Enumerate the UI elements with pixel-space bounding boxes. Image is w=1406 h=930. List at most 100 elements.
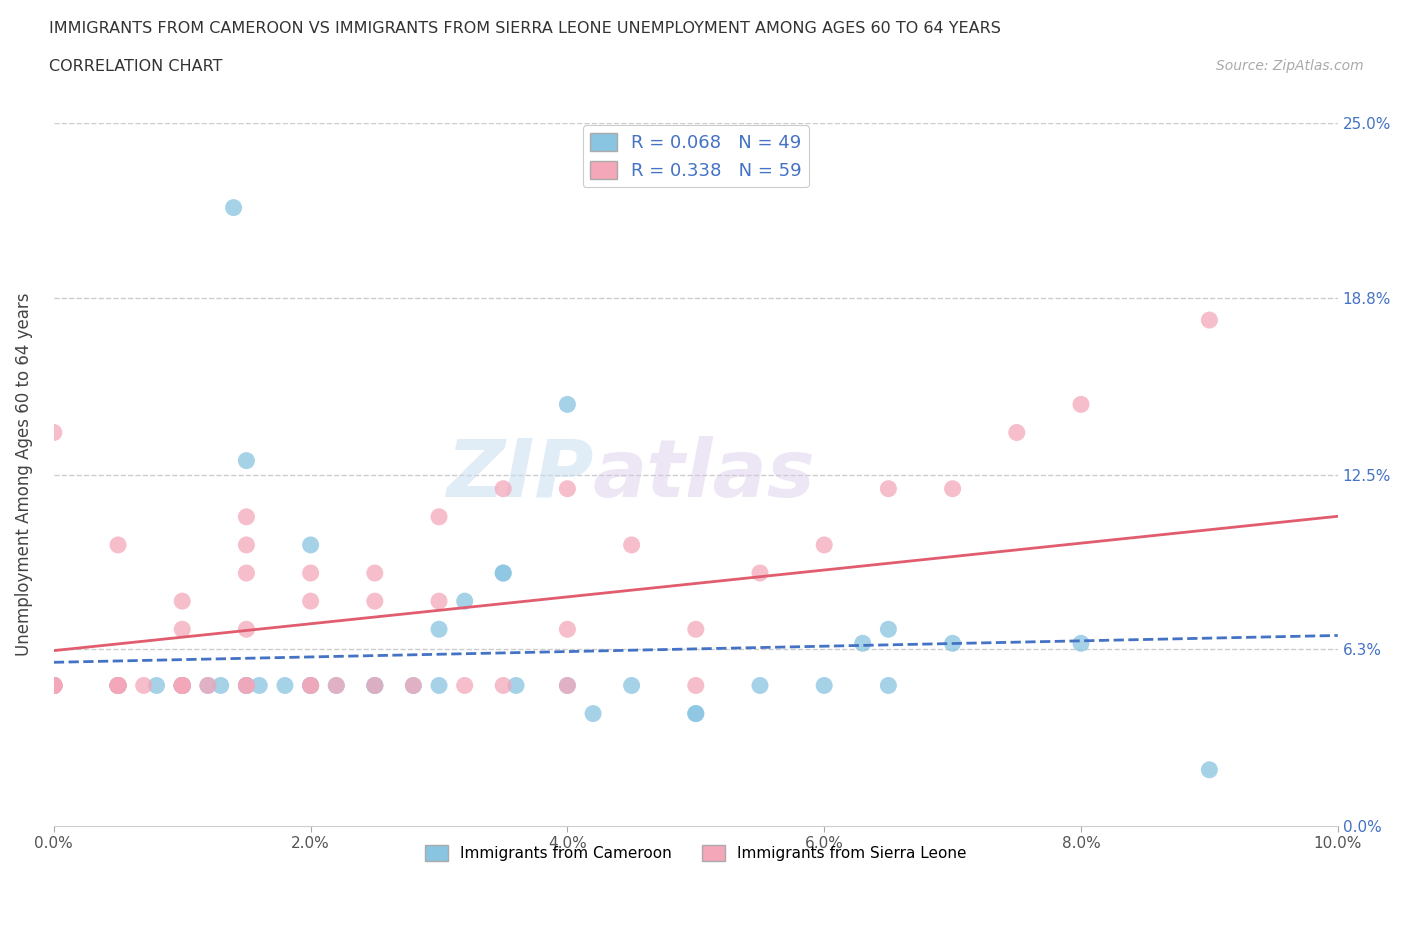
Point (235, 453, 257, 468)
Point (42, 678, 65, 693)
Text: ZIP: ZIP (446, 435, 593, 513)
Point (492, 565, 515, 580)
Point (172, 678, 194, 693)
Point (235, 538, 257, 552)
Point (132, 678, 155, 693)
Point (492, 678, 515, 693)
Point (877, 678, 900, 693)
Point (235, 678, 257, 693)
Point (813, 678, 835, 693)
Point (274, 678, 297, 693)
Point (42, 678, 65, 693)
Point (685, 622, 707, 637)
Point (172, 678, 194, 693)
Point (325, 678, 347, 693)
Point (813, 538, 835, 552)
Text: CORRELATION CHART: CORRELATION CHART (49, 59, 222, 73)
Point (364, 678, 387, 693)
Point (505, 678, 527, 693)
Point (299, 593, 322, 608)
Point (299, 678, 322, 693)
Point (427, 593, 450, 608)
Point (107, 678, 129, 693)
Text: Source: ZipAtlas.com: Source: ZipAtlas.com (1216, 59, 1364, 73)
Point (492, 481, 515, 496)
Point (427, 678, 450, 693)
Point (877, 622, 900, 637)
Point (402, 678, 425, 693)
Point (235, 622, 257, 637)
Point (364, 565, 387, 580)
Point (42, 678, 65, 693)
Point (172, 678, 194, 693)
Point (299, 565, 322, 580)
Point (325, 678, 347, 693)
Point (1070, 397, 1092, 412)
Point (42, 678, 65, 693)
Point (299, 678, 322, 693)
Point (685, 678, 707, 693)
Point (235, 678, 257, 693)
Point (427, 622, 450, 637)
Point (172, 678, 194, 693)
Point (42, 425, 65, 440)
Point (364, 593, 387, 608)
Point (557, 678, 579, 693)
Point (942, 636, 965, 651)
Point (852, 636, 875, 651)
Point (299, 538, 322, 552)
Point (299, 678, 322, 693)
Point (107, 678, 129, 693)
Point (42, 678, 65, 693)
Point (42, 678, 65, 693)
Point (172, 678, 194, 693)
Point (942, 481, 965, 496)
Point (557, 622, 579, 637)
Point (557, 678, 579, 693)
Point (107, 678, 129, 693)
Point (454, 678, 477, 693)
Point (197, 678, 219, 693)
Point (557, 397, 579, 412)
Point (364, 678, 387, 693)
Point (557, 481, 579, 496)
Point (172, 678, 194, 693)
Point (172, 622, 194, 637)
Point (1005, 425, 1028, 440)
Point (749, 565, 772, 580)
Point (42, 678, 65, 693)
Point (197, 678, 219, 693)
Y-axis label: Unemployment Among Ages 60 to 64 years: Unemployment Among Ages 60 to 64 years (15, 293, 32, 657)
Point (1198, 312, 1220, 327)
Point (749, 678, 772, 693)
Point (172, 678, 194, 693)
Point (685, 706, 707, 721)
Point (454, 593, 477, 608)
Point (209, 678, 232, 693)
Point (299, 678, 322, 693)
Point (222, 200, 245, 215)
Point (107, 678, 129, 693)
Point (172, 678, 194, 693)
Point (685, 706, 707, 721)
Point (620, 538, 643, 552)
Point (172, 678, 194, 693)
Point (1198, 763, 1220, 777)
Point (235, 510, 257, 525)
Legend: Immigrants from Cameroon, Immigrants from Sierra Leone: Immigrants from Cameroon, Immigrants fro… (419, 840, 973, 868)
Point (402, 678, 425, 693)
Point (247, 678, 270, 693)
Text: atlas: atlas (593, 435, 815, 513)
Point (42, 678, 65, 693)
Text: IMMIGRANTS FROM CAMEROON VS IMMIGRANTS FROM SIERRA LEONE UNEMPLOYMENT AMONG AGES: IMMIGRANTS FROM CAMEROON VS IMMIGRANTS F… (49, 21, 1001, 36)
Point (172, 678, 194, 693)
Point (172, 593, 194, 608)
Point (427, 510, 450, 525)
Point (172, 678, 194, 693)
Point (107, 678, 129, 693)
Point (145, 678, 167, 693)
Point (42, 678, 65, 693)
Point (42, 678, 65, 693)
Point (620, 678, 643, 693)
Point (42, 678, 65, 693)
